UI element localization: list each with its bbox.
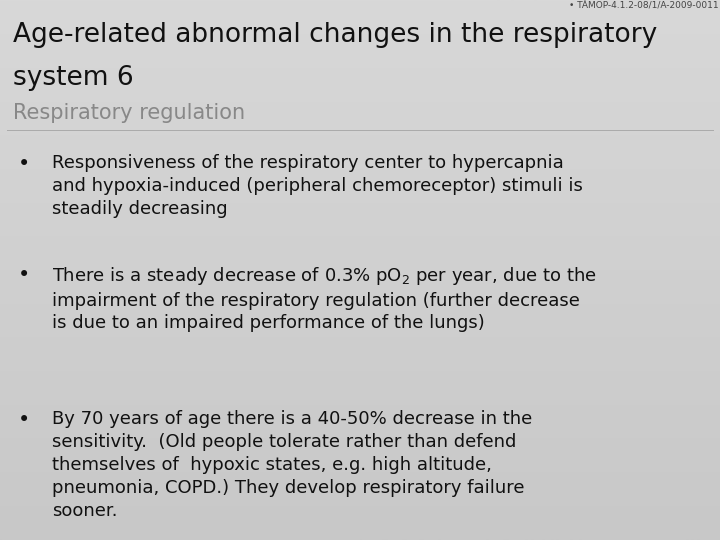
Text: •: •: [18, 265, 30, 285]
Text: There is a steady decrease of 0.3% pO$_2$ per year, due to the
impairment of the: There is a steady decrease of 0.3% pO$_2…: [52, 265, 597, 333]
Text: Age-related abnormal changes in the respiratory: Age-related abnormal changes in the resp…: [13, 22, 657, 48]
Text: •: •: [18, 410, 30, 430]
Text: • TÁMOP-4.1.2-08/1/A-2009-0011: • TÁMOP-4.1.2-08/1/A-2009-0011: [569, 1, 719, 10]
Text: By 70 years of age there is a 40-50% decrease in the
sensitivity.  (Old people t: By 70 years of age there is a 40-50% dec…: [52, 410, 532, 520]
Text: system 6: system 6: [13, 65, 134, 91]
Text: Responsiveness of the respiratory center to hypercapnia
and hypoxia-induced (per: Responsiveness of the respiratory center…: [52, 154, 582, 218]
Text: •: •: [18, 154, 30, 174]
Text: Respiratory regulation: Respiratory regulation: [13, 103, 245, 123]
